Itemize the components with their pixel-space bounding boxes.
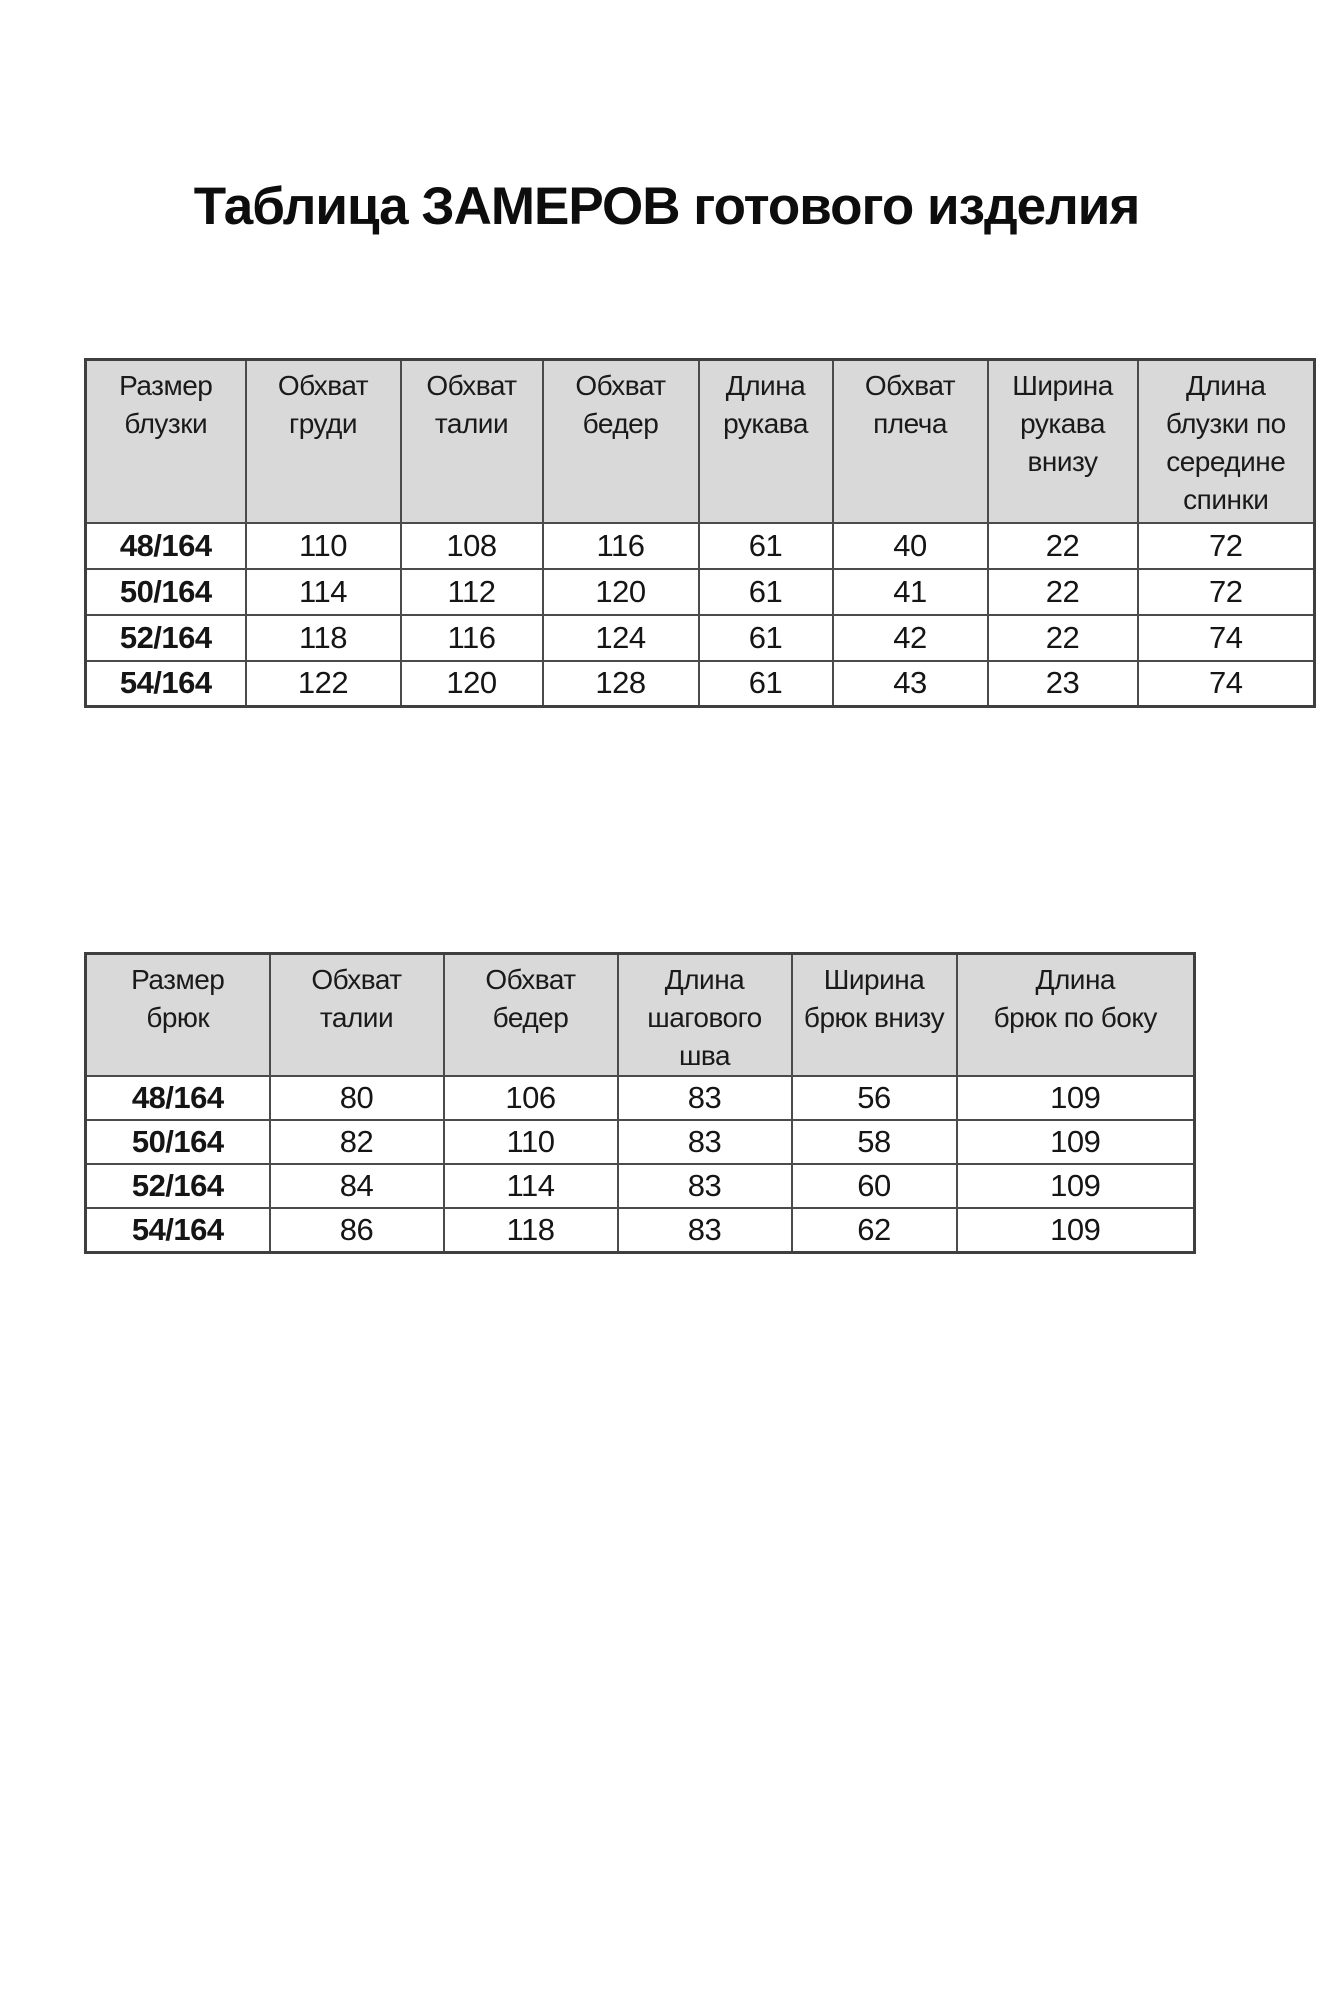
pants-measurements-table: Размер брюк Обхват талии Обхват бедер Дл… (84, 952, 1196, 1254)
value-cell: 61 (697, 567, 834, 616)
size-cell: 50/164 (84, 1119, 271, 1165)
value-cell: 120 (541, 567, 700, 616)
table-row: 52/164 84 114 83 60 109 (84, 1163, 1196, 1209)
value-cell: 60 (790, 1163, 958, 1209)
value-cell: 109 (955, 1163, 1196, 1209)
value-cell: 43 (831, 659, 989, 708)
size-cell: 50/164 (84, 567, 247, 616)
value-cell: 84 (268, 1163, 445, 1209)
value-cell: 83 (616, 1207, 793, 1253)
size-cell: 48/164 (84, 521, 247, 570)
value-cell: 114 (442, 1163, 619, 1209)
value-cell: 120 (399, 659, 544, 708)
header-cell-hips: Обхват бедер (541, 358, 700, 524)
header-cell-shoulder: Обхват плеча (831, 358, 989, 524)
value-cell: 74 (1136, 659, 1316, 708)
header-cell-hips: Обхват бедер (442, 952, 619, 1077)
value-cell: 109 (955, 1119, 1196, 1165)
value-cell: 62 (790, 1207, 958, 1253)
value-cell: 42 (831, 613, 989, 662)
table-row: 48/164 110 108 116 61 40 22 72 (84, 521, 1316, 570)
header-cell-pants-size: Размер брюк (84, 952, 271, 1077)
table-row: 50/164 114 112 120 61 41 22 72 (84, 567, 1316, 616)
value-cell: 83 (616, 1163, 793, 1209)
value-cell: 22 (986, 521, 1139, 570)
header-cell-pants-side-length: Длина брюк по боку (955, 952, 1196, 1077)
header-cell-pants-bottom-width: Ширина брюк внизу (790, 952, 958, 1077)
header-cell-waist: Обхват талии (268, 952, 445, 1077)
page-title: Таблица ЗАМЕРОВ готового изделия (193, 177, 1141, 236)
value-cell: 109 (955, 1075, 1196, 1121)
value-cell: 56 (790, 1075, 958, 1121)
value-cell: 23 (986, 659, 1139, 708)
table-row: 50/164 82 110 83 58 109 (84, 1119, 1196, 1165)
blouse-header-row: Размер блузки Обхват груди Обхват талии … (84, 358, 1316, 524)
table-row: 54/164 86 118 83 62 109 (84, 1207, 1196, 1253)
value-cell: 116 (399, 613, 544, 662)
value-cell: 86 (268, 1207, 445, 1253)
header-cell-sleeve-length: Длина рукава (697, 358, 834, 524)
value-cell: 116 (541, 521, 700, 570)
header-cell-chest: Обхват груди (244, 358, 402, 524)
size-cell: 52/164 (84, 613, 247, 662)
header-cell-back-length: Длина блузки по середине спинки (1136, 358, 1316, 524)
value-cell: 124 (541, 613, 700, 662)
value-cell: 128 (541, 659, 700, 708)
value-cell: 114 (244, 567, 402, 616)
value-cell: 109 (955, 1207, 1196, 1253)
value-cell: 72 (1136, 567, 1316, 616)
header-cell-waist: Обхват талии (399, 358, 544, 524)
value-cell: 22 (986, 613, 1139, 662)
value-cell: 108 (399, 521, 544, 570)
value-cell: 61 (697, 613, 834, 662)
blouse-measurements-table: Размер блузки Обхват груди Обхват талии … (84, 358, 1316, 708)
table-row: 52/164 118 116 124 61 42 22 74 (84, 613, 1316, 662)
header-cell-inseam-length: Длина шагового шва (616, 952, 793, 1077)
header-cell-blouse-size: Размер блузки (84, 358, 247, 524)
size-cell: 54/164 (84, 659, 247, 708)
value-cell: 112 (399, 567, 544, 616)
value-cell: 58 (790, 1119, 958, 1165)
value-cell: 118 (244, 613, 402, 662)
header-cell-sleeve-bottom-width: Ширина рукава внизу (986, 358, 1139, 524)
value-cell: 74 (1136, 613, 1316, 662)
value-cell: 61 (697, 659, 834, 708)
table-row: 54/164 122 120 128 61 43 23 74 (84, 659, 1316, 708)
value-cell: 118 (442, 1207, 619, 1253)
size-cell: 52/164 (84, 1163, 271, 1209)
value-cell: 40 (831, 521, 989, 570)
value-cell: 83 (616, 1119, 793, 1165)
value-cell: 83 (616, 1075, 793, 1121)
value-cell: 122 (244, 659, 402, 708)
value-cell: 22 (986, 567, 1139, 616)
table-row: 48/164 80 106 83 56 109 (84, 1075, 1196, 1121)
pants-header-row: Размер брюк Обхват талии Обхват бедер Дл… (84, 952, 1196, 1077)
value-cell: 41 (831, 567, 989, 616)
value-cell: 106 (442, 1075, 619, 1121)
value-cell: 72 (1136, 521, 1316, 570)
size-cell: 48/164 (84, 1075, 271, 1121)
value-cell: 61 (697, 521, 834, 570)
value-cell: 80 (268, 1075, 445, 1121)
value-cell: 110 (244, 521, 402, 570)
value-cell: 110 (442, 1119, 619, 1165)
size-cell: 54/164 (84, 1207, 271, 1253)
value-cell: 82 (268, 1119, 445, 1165)
